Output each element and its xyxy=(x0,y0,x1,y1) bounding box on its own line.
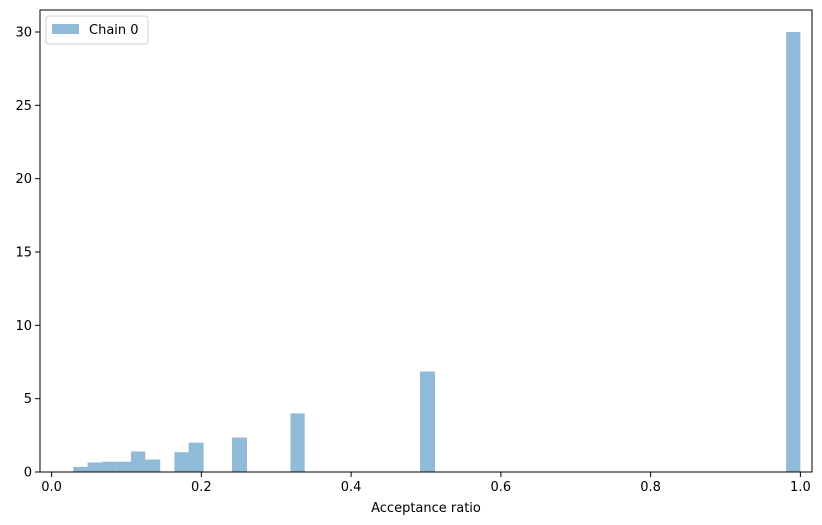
y-tick-label: 5 xyxy=(24,392,32,407)
histogram-bar xyxy=(87,462,102,472)
x-tick-label: 0.6 xyxy=(491,480,512,495)
y-tick-label: 20 xyxy=(15,172,32,187)
histogram-bar xyxy=(232,437,248,472)
x-tick-label: 1.0 xyxy=(790,480,811,495)
y-tick-label: 10 xyxy=(15,319,32,334)
legend-swatch xyxy=(52,24,79,34)
histogram-bar xyxy=(130,451,146,472)
legend-box xyxy=(45,15,149,45)
histogram-bar xyxy=(786,32,801,472)
x-tick-label: 0.4 xyxy=(341,480,362,495)
x-tick-label: 0.0 xyxy=(41,480,62,495)
histogram-bar xyxy=(188,442,204,472)
x-axis-label: Acceptance ratio xyxy=(371,501,481,516)
bars-group xyxy=(73,32,801,472)
y-tick-label: 15 xyxy=(15,246,32,261)
y-tick-label: 25 xyxy=(15,99,32,114)
x-tick-label: 0.8 xyxy=(640,480,661,495)
x-axis: 0.0 0.2 0.4 0.6 0.8 1.0 xyxy=(41,472,811,495)
x-tick-label: 0.2 xyxy=(191,480,212,495)
legend: Chain 0 xyxy=(45,15,149,45)
y-tick-label: 0 xyxy=(24,466,32,481)
y-axis: 0 5 10 15 20 25 30 xyxy=(15,26,40,481)
histogram-bar xyxy=(145,459,161,472)
histogram-bar xyxy=(174,452,189,472)
histogram-bar xyxy=(101,461,117,472)
y-tick-label: 30 xyxy=(15,26,32,41)
histogram-bar xyxy=(116,461,131,472)
legend-label: Chain 0 xyxy=(89,23,139,38)
histogram-bar xyxy=(290,413,305,472)
histogram-bar xyxy=(420,371,435,472)
plot-frame xyxy=(39,9,813,473)
histogram-bar xyxy=(73,466,88,472)
